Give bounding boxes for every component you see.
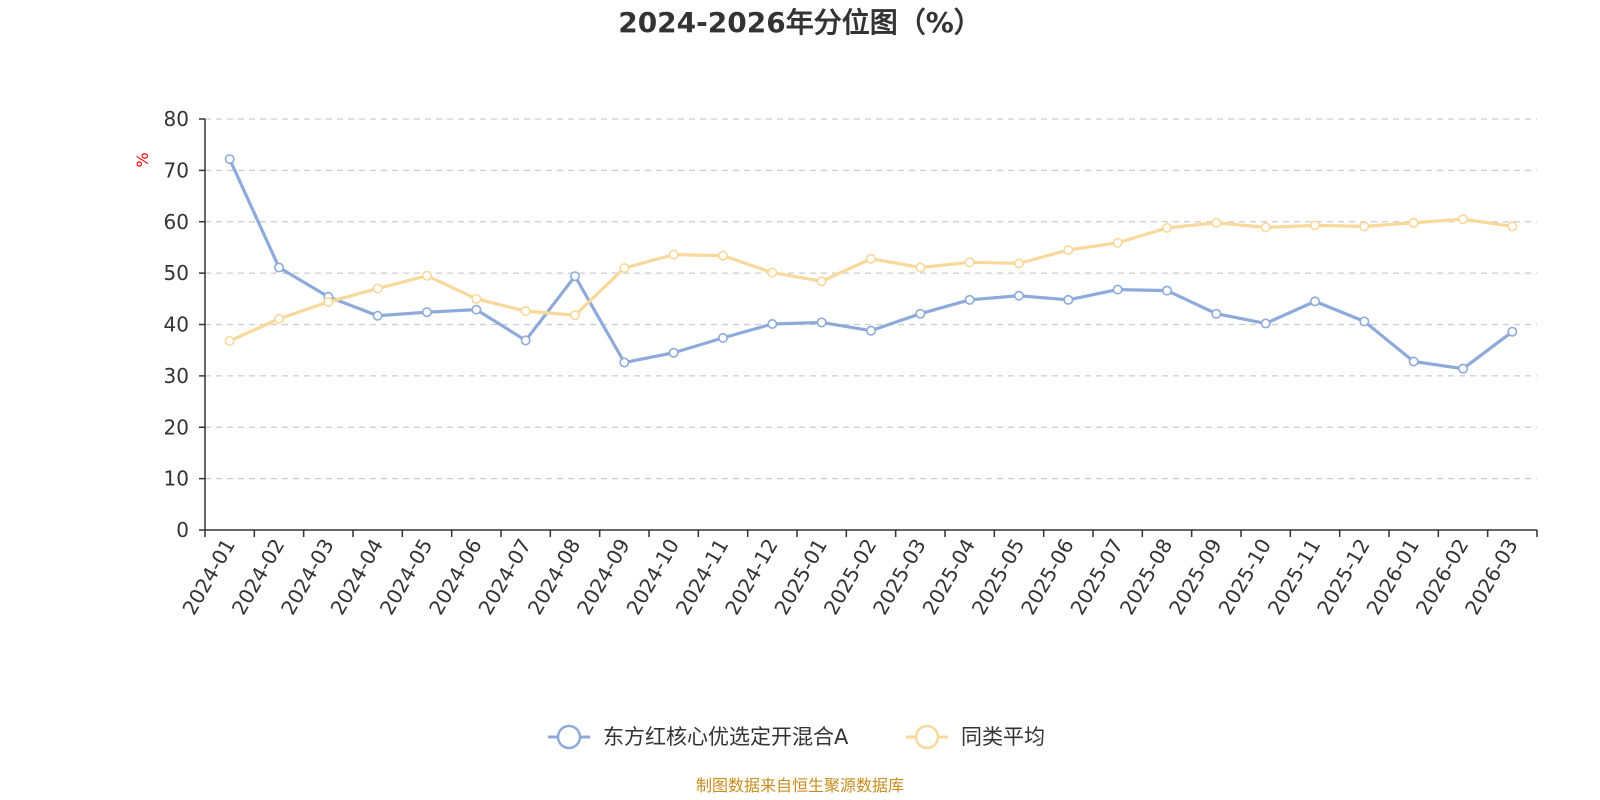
data-point[interactable] — [1162, 222, 1173, 233]
series-0 — [224, 154, 1518, 374]
data-point[interactable] — [816, 276, 827, 287]
y-tick-label: 0 — [176, 518, 189, 542]
data-point[interactable] — [1260, 222, 1271, 233]
data-point[interactable] — [1112, 284, 1123, 295]
data-point[interactable] — [1112, 237, 1123, 248]
data-point[interactable] — [1408, 356, 1419, 367]
data-point[interactable] — [964, 257, 975, 268]
axes — [204, 119, 1537, 531]
legend-item-0[interactable]: 东方红核心优选定开混合A — [548, 724, 849, 750]
data-point[interactable] — [1211, 217, 1222, 228]
data-point[interactable] — [717, 332, 728, 343]
data-point[interactable] — [668, 347, 679, 358]
data-point[interactable] — [816, 317, 827, 328]
data-point[interactable] — [1063, 245, 1074, 256]
y-tick-label: 30 — [164, 364, 189, 388]
data-point[interactable] — [520, 335, 531, 346]
legend-label: 东方红核心优选定开混合A — [603, 725, 849, 749]
data-point[interactable] — [619, 262, 630, 273]
data-point[interactable] — [717, 250, 728, 261]
data-point[interactable] — [1507, 326, 1518, 337]
data-point[interactable] — [1260, 318, 1271, 329]
data-point[interactable] — [471, 304, 482, 315]
data-point[interactable] — [421, 270, 432, 281]
data-point[interactable] — [273, 262, 284, 273]
data-point[interactable] — [1359, 221, 1370, 232]
data-point[interactable] — [1013, 258, 1024, 269]
data-point[interactable] — [421, 307, 432, 318]
data-point[interactable] — [520, 306, 531, 317]
data-point[interactable] — [767, 318, 778, 329]
data-point[interactable] — [915, 308, 926, 319]
series-line — [228, 158, 1514, 371]
data-point[interactable] — [619, 357, 630, 368]
legend-marker — [914, 724, 940, 750]
y-tick-label: 60 — [164, 210, 189, 234]
data-point[interactable] — [1408, 217, 1419, 228]
y-tick-label: 70 — [164, 158, 189, 182]
data-point[interactable] — [1458, 214, 1469, 225]
y-tick-label: 20 — [164, 415, 189, 439]
y-axis-unit-label: % — [133, 152, 152, 167]
data-point[interactable] — [767, 267, 778, 278]
data-point[interactable] — [865, 325, 876, 336]
legend-label: 同类平均 — [961, 725, 1045, 749]
data-point[interactable] — [323, 296, 334, 307]
source-note: 制图数据来自恒生聚源数据库 — [696, 776, 904, 795]
y-tick-label: 40 — [164, 313, 189, 337]
y-axis-ticks: 0 10 20 30 40 50 60 70 80 — [164, 107, 205, 542]
data-point[interactable] — [569, 310, 580, 321]
legend-item-1[interactable]: 同类平均 — [906, 724, 1045, 750]
y-tick-label: 50 — [164, 261, 189, 285]
data-point[interactable] — [372, 310, 383, 321]
series-1 — [224, 214, 1518, 346]
data-point[interactable] — [1013, 290, 1024, 301]
data-point[interactable] — [1162, 285, 1173, 296]
data-point[interactable] — [224, 154, 235, 165]
x-axis-ticks: 2024-012024-022024-032024-042024-052024-… — [177, 530, 1538, 619]
data-point[interactable] — [1211, 308, 1222, 319]
data-point[interactable] — [471, 293, 482, 304]
data-point[interactable] — [273, 313, 284, 324]
y-tick-label: 80 — [164, 107, 189, 131]
data-point[interactable] — [1310, 296, 1321, 307]
data-point[interactable] — [1310, 220, 1321, 231]
data-point[interactable] — [668, 249, 679, 260]
data-point[interactable] — [964, 294, 975, 305]
series-line — [229, 217, 1513, 343]
data-point[interactable] — [1359, 316, 1370, 327]
data-point[interactable] — [865, 253, 876, 264]
series-layer — [224, 154, 1518, 374]
data-point[interactable] — [224, 335, 235, 346]
data-point[interactable] — [1507, 221, 1518, 232]
legend-marker — [556, 724, 582, 750]
y-tick-label: 10 — [164, 467, 189, 491]
data-point[interactable] — [569, 271, 580, 282]
data-point[interactable] — [915, 262, 926, 273]
data-point[interactable] — [1063, 294, 1074, 305]
data-point[interactable] — [372, 283, 383, 294]
data-point[interactable] — [1458, 363, 1469, 374]
grid-lines — [205, 118, 1537, 480]
legend: 东方红核心优选定开混合A 同类平均 — [548, 724, 1045, 750]
chart-title: 2024-2026年分位图（%） — [618, 6, 982, 39]
